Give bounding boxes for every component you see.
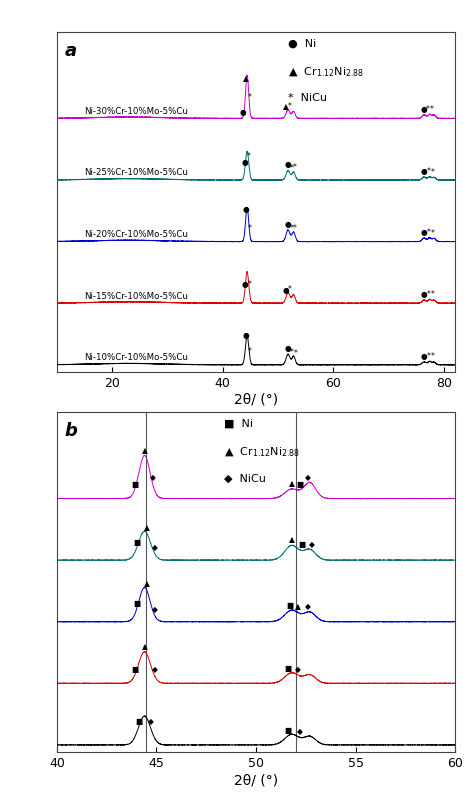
Text: ■: ■ (131, 665, 138, 674)
Text: *: * (247, 280, 251, 289)
Text: ◆: ◆ (152, 665, 157, 674)
Text: *: * (293, 224, 297, 233)
Text: ▲  Cr$_{1.12}$Ni$_{2.88}$: ▲ Cr$_{1.12}$Ni$_{2.88}$ (224, 446, 300, 459)
Text: ◆: ◆ (305, 473, 310, 482)
Text: ▲: ▲ (283, 102, 289, 112)
Text: *: * (288, 102, 292, 111)
Text: *: * (427, 167, 430, 176)
Text: *: * (430, 105, 434, 114)
Text: ■: ■ (135, 718, 142, 726)
Text: ●: ● (242, 280, 248, 289)
Text: ●: ● (285, 160, 292, 169)
Text: ●: ● (420, 352, 427, 361)
Text: *: * (431, 352, 435, 361)
Text: ●: ● (243, 331, 249, 341)
Text: ◆: ◆ (152, 543, 157, 552)
Text: ◆: ◆ (297, 727, 303, 737)
Text: Ni-30%Cr-10%Mo-5%Cu: Ni-30%Cr-10%Mo-5%Cu (84, 107, 188, 116)
Text: *: * (288, 285, 292, 295)
Text: *: * (247, 152, 251, 162)
X-axis label: 2θ/ (°): 2θ/ (°) (234, 393, 278, 407)
Text: *: * (248, 224, 252, 234)
Text: *: * (290, 348, 294, 357)
Text: ■: ■ (284, 664, 292, 673)
Text: ●: ● (420, 105, 427, 114)
Text: ●: ● (285, 219, 292, 229)
Text: ▲: ▲ (295, 603, 301, 611)
X-axis label: 2θ/ (°): 2θ/ (°) (234, 773, 278, 787)
Text: ▲: ▲ (142, 446, 147, 455)
Text: ▲  Cr$_{1.12}$Ni$_{2.88}$: ▲ Cr$_{1.12}$Ni$_{2.88}$ (288, 66, 364, 79)
Text: Ni-20%Cr-10%Mo-5%Cu: Ni-20%Cr-10%Mo-5%Cu (84, 230, 188, 239)
Text: ▲: ▲ (243, 74, 249, 83)
Text: ◆: ◆ (149, 473, 155, 482)
Text: Ni-10%Cr-10%Mo-5%Cu: Ni-10%Cr-10%Mo-5%Cu (84, 353, 188, 362)
Text: ▲: ▲ (289, 535, 295, 544)
Text: ▲: ▲ (144, 523, 149, 531)
Text: ■: ■ (298, 540, 305, 550)
Text: ●: ● (243, 204, 249, 214)
Text: *: * (247, 93, 251, 101)
Text: b: b (65, 422, 78, 440)
Text: ●: ● (420, 228, 427, 238)
Text: ●: ● (242, 158, 248, 167)
Text: ◆: ◆ (309, 540, 315, 549)
Text: a: a (65, 42, 77, 60)
Text: ●: ● (420, 290, 427, 299)
Text: Ni-15%Cr-10%Mo-5%Cu: Ni-15%Cr-10%Mo-5%Cu (84, 291, 188, 300)
Text: ●: ● (239, 108, 246, 116)
Text: *: * (293, 349, 297, 359)
Text: ▲: ▲ (144, 580, 149, 588)
Text: *: * (290, 165, 293, 173)
Text: *: * (430, 229, 434, 238)
Text: ◆: ◆ (295, 664, 301, 674)
Text: Ni-25%Cr-10%Mo-5%Cu: Ni-25%Cr-10%Mo-5%Cu (84, 169, 188, 177)
Text: ●  Ni: ● Ni (288, 39, 316, 48)
Text: *: * (290, 224, 294, 233)
Text: *  NiCu: * NiCu (288, 93, 327, 103)
Text: ■: ■ (133, 538, 140, 547)
Text: *: * (427, 290, 430, 299)
Text: ■: ■ (133, 600, 140, 608)
Text: ◆  NiCu: ◆ NiCu (224, 473, 266, 483)
Text: *: * (248, 348, 252, 356)
Text: *: * (426, 105, 430, 114)
Text: ■: ■ (286, 600, 293, 610)
Text: *: * (430, 291, 434, 299)
Text: ▲: ▲ (289, 479, 295, 488)
Text: *: * (293, 163, 297, 173)
Text: ■: ■ (284, 726, 292, 735)
Text: ▲: ▲ (142, 642, 147, 650)
Text: ◆: ◆ (305, 602, 310, 611)
Text: *: * (427, 228, 430, 237)
Text: ◆: ◆ (147, 718, 154, 726)
Text: ■  Ni: ■ Ni (224, 419, 253, 428)
Text: ■: ■ (131, 480, 138, 489)
Text: ●: ● (285, 344, 292, 353)
Text: *: * (430, 168, 434, 177)
Text: ■: ■ (296, 480, 303, 489)
Text: *: * (427, 352, 430, 360)
Text: ●: ● (283, 286, 290, 295)
Text: ●: ● (420, 167, 427, 176)
Text: ◆: ◆ (152, 605, 157, 614)
